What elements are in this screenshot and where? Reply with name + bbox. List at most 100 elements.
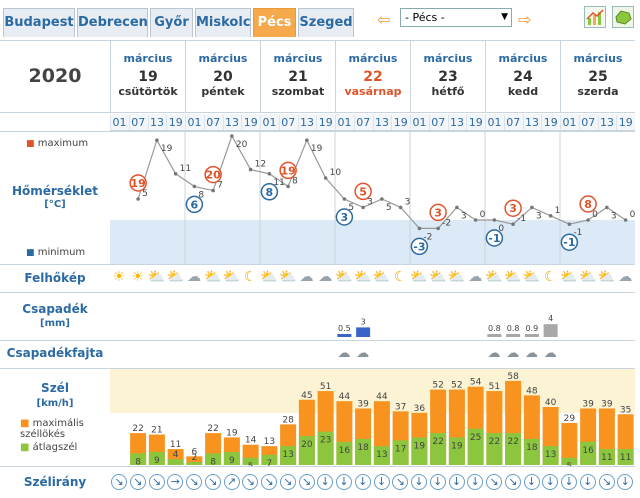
precip-value: 0.8: [507, 324, 520, 333]
day-column-header: március 22 vasárnap: [335, 40, 410, 113]
temperature-value: 5: [348, 203, 354, 213]
gust-value: 37: [395, 402, 406, 412]
avg-wind-value: 23: [320, 436, 331, 446]
next-city-arrow-icon[interactable]: ⇨: [518, 10, 532, 29]
temperature-point: [530, 205, 534, 210]
temperature-point: [211, 188, 215, 193]
weather-icon: ☀: [112, 269, 126, 285]
hour-label: 19: [166, 115, 184, 130]
avg-wind-value: 20: [301, 440, 313, 450]
weather-icon: ⛅: [485, 269, 503, 285]
wind-direction-arrow-icon: ↓: [579, 474, 596, 490]
prev-city-arrow-icon[interactable]: ⇦: [377, 10, 391, 29]
avg-wind-value: 13: [545, 450, 556, 460]
precip-value: 0.9: [526, 324, 539, 333]
day-number: 21: [288, 69, 308, 85]
wind-direction-arrow-icon: ↓: [411, 474, 427, 490]
hour-label: 13: [597, 115, 616, 130]
map-icon[interactable]: [612, 6, 634, 28]
gust-value: 14: [245, 436, 257, 446]
weather-icon: ☁: [618, 269, 633, 285]
gust-value: 51: [489, 382, 500, 392]
wind-direction-arrow-icon: ↘: [486, 474, 502, 490]
tab-miskolc[interactable]: Miskolc: [195, 8, 251, 37]
max-marker: [354, 182, 372, 201]
temperature-point: [286, 184, 290, 189]
day-number: 19: [138, 69, 158, 85]
wind-direction-arrow-icon: ↓: [542, 474, 559, 490]
temperature-point: [567, 222, 572, 226]
hour-label: 07: [278, 115, 297, 130]
weather-icon: ⛅: [504, 269, 522, 285]
temperature-label: Hőmérséklet: [11, 184, 99, 198]
min-square-icon: ■: [26, 248, 35, 258]
day-column-header: március 21 szombat: [260, 40, 335, 113]
day-weekday: péntek: [201, 85, 245, 98]
wind-direction-arrow-icon: ↗: [223, 474, 240, 490]
temperature-point: [380, 197, 384, 201]
max-marker-value: 19: [130, 177, 145, 190]
temperature-value: 5: [386, 203, 392, 213]
weather-icon: ☁: [299, 269, 314, 285]
tab-budapest[interactable]: Budapest: [3, 8, 75, 37]
tab-szeged[interactable]: Szeged: [298, 8, 354, 37]
tab-debrecen[interactable]: Debrecen: [77, 8, 148, 37]
hour-label: 13: [147, 115, 166, 130]
city-select[interactable]: - Pécs - ▼: [400, 8, 512, 27]
weather-icon: ⛅: [166, 269, 184, 285]
avg-wind-bar: [411, 437, 428, 465]
tab-pécs[interactable]: Pécs: [253, 8, 296, 37]
temperature-value: 5: [142, 189, 148, 199]
max-square-icon: ■: [26, 139, 35, 149]
weather-icon: ☾: [393, 269, 407, 285]
avg-wind-bar: [561, 457, 578, 465]
date-header: [0, 40, 635, 113]
wind-direction-arrow-icon: ↓: [336, 474, 352, 490]
tab-győr[interactable]: Győr: [150, 8, 193, 37]
avg-wind-value: 5: [248, 462, 254, 466]
avg-wind-value: 22: [489, 437, 500, 447]
avg-wind-value: 5: [567, 462, 573, 466]
temperature-point: [155, 138, 159, 142]
temperature-value: 3: [536, 211, 542, 221]
max-marker-value: 3: [434, 206, 442, 219]
weather-icon: ⛅: [372, 269, 391, 285]
precip-bar: [487, 334, 502, 337]
chart-icon[interactable]: [584, 6, 606, 28]
avg-wind-value: 13: [376, 450, 387, 460]
weather-icon: ⛅: [147, 269, 166, 285]
temperature-value: 0: [480, 210, 486, 220]
weather-icon: ⛅: [429, 269, 447, 285]
hour-label: 01: [560, 115, 578, 130]
day-column-header: március 24 kedd: [485, 40, 560, 113]
wind-direction-arrow-icon: ↓: [561, 474, 577, 490]
avg-wind-bar: [167, 459, 184, 465]
temperature-point: [436, 226, 440, 231]
wind-direction-arrow-icon: ↓: [317, 474, 334, 490]
gust-value: 45: [301, 391, 312, 401]
precip-bar: [543, 324, 558, 337]
day-month: március: [273, 52, 323, 65]
hour-label: 13: [222, 115, 241, 130]
avg-wind-value: 11: [601, 453, 612, 463]
legend-avg-text: átlagszél: [32, 442, 78, 453]
day-number: 24: [513, 69, 533, 85]
precip-value: 0.8: [488, 324, 501, 333]
rain-snow-icon: ☁: [525, 346, 538, 361]
avg-wind-bar: [298, 436, 315, 465]
temperature-point: [586, 218, 590, 222]
min-marker-value: 6: [191, 198, 199, 211]
avg-wind-value: 18: [526, 443, 538, 453]
hour-label: 01: [410, 115, 428, 130]
day-column-header: március 20 péntek: [185, 40, 260, 113]
gust-value: 51: [320, 382, 331, 392]
weather-icon: ⛅: [222, 269, 241, 285]
hour-label: 13: [297, 115, 316, 130]
gust-bar: [561, 422, 578, 465]
temperature-point: [548, 214, 553, 218]
avg-wind-value: 16: [339, 446, 351, 456]
precip-label: Csapadék: [22, 302, 88, 316]
wind-direction-arrow-icon: ↘: [392, 474, 409, 490]
legend-maximum: ■ maximum: [26, 138, 88, 149]
legend-avg: ■ átlagszél: [20, 442, 77, 453]
